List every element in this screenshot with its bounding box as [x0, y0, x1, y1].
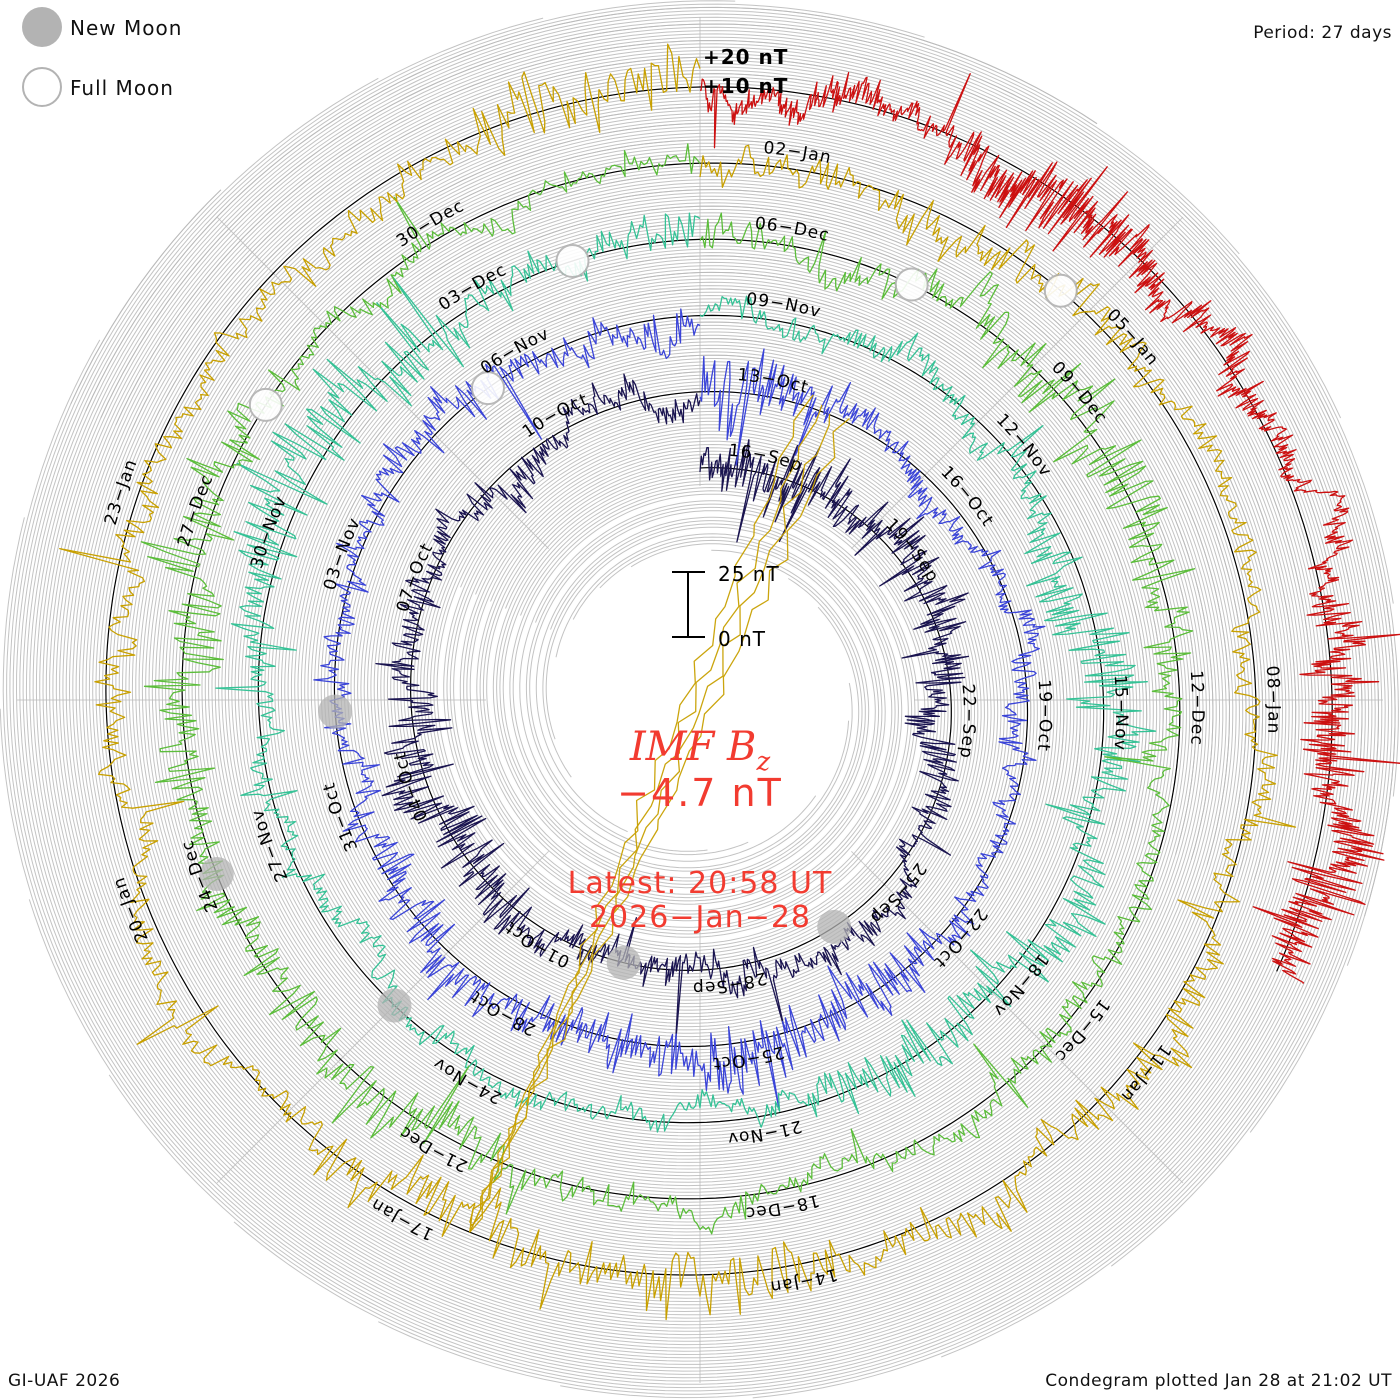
- footer-plotted: Condegram plotted Jan 28 at 21:02 UT: [1045, 1371, 1392, 1391]
- bz-trace-28-Jan: [700, 71, 1400, 984]
- footer-credit: GI-UAF 2026: [8, 1371, 120, 1391]
- new-moon-marker: [606, 945, 641, 980]
- grid-arc: [208, 189, 1231, 1173]
- grid-arc: [55, 36, 1383, 1399]
- grid-arc: [100, 23, 1396, 966]
- date-label: 25−Oct: [712, 1041, 786, 1073]
- grid-arc: [42, 23, 1396, 1339]
- legend-label-new-moon: New Moon: [70, 16, 182, 40]
- grid-arc: [241, 222, 1197, 1140]
- center-latest-date: 2026−Jan−28: [589, 900, 811, 935]
- period-label: Period: 27 days: [1253, 23, 1392, 43]
- grid-arc: [75, 56, 1363, 1306]
- grid-arc: [108, 89, 1330, 1273]
- grid-arc: [52, 33, 1386, 1358]
- legend-label-full-moon: Full Moon: [70, 76, 174, 100]
- new-moon-marker: [318, 694, 353, 729]
- grid-arc: [19, 0, 1343, 1362]
- new-moon-marker: [377, 988, 412, 1023]
- grid-arc: [49, 30, 1390, 1332]
- center-title-main: IMF B: [629, 724, 757, 770]
- legend: New Moon Full Moon: [22, 7, 182, 107]
- grid-arc: [9, 66, 1353, 1372]
- grid-arc: [70, 189, 222, 405]
- axis-label-20nt: +20 nT: [703, 45, 788, 69]
- baseline-spiral-02-Jan: [105, 86, 1257, 1276]
- grid-arc: [65, 46, 1373, 1392]
- grid-spoke: [850, 850, 1184, 1184]
- grid-arc: [357, 338, 1081, 1024]
- grid-arc: [68, 49, 1370, 1389]
- baseline-spiral-16-Sep: [410, 391, 952, 972]
- moon-markers: [199, 244, 1078, 1023]
- grid-arc: [28, 53, 1366, 1385]
- grid-arc: [158, 139, 1280, 1223]
- new-moon-marker: [199, 857, 234, 891]
- scale-bar: 25 nT 0 nT: [672, 562, 780, 651]
- baseline-spiral-06-Dec: [181, 162, 1181, 1200]
- storm-spike-ray: [469, 394, 814, 1233]
- date-label: 08−Jan: [1262, 665, 1284, 735]
- date-label: 12−Dec: [1186, 670, 1208, 747]
- date-label: 28−Sep: [692, 967, 769, 997]
- center-title-sub: z: [755, 747, 770, 777]
- center-value: −4.7 nT: [617, 771, 783, 815]
- center-latest-time: Latest: 20:58 UT: [568, 866, 833, 901]
- grid-arc: [45, 26, 1393, 1336]
- full-moon-marker: [248, 387, 283, 422]
- baseline-spirals: [105, 86, 1333, 1276]
- date-label: 22−Sep: [955, 683, 979, 760]
- grid-arc: [141, 122, 1297, 1240]
- grid-arc: [125, 106, 1313, 1256]
- bz-trace-06-Dec: [140, 143, 1196, 1235]
- baseline-spiral-09-Nov: [257, 238, 1105, 1124]
- date-label: 07−Oct: [393, 539, 437, 614]
- grid-arc: [290, 271, 1148, 1091]
- bz-traces: [59, 43, 1400, 1321]
- center-readout: IMF Bz −4.7 nT Latest: 20:58 UT 2026−Jan…: [568, 724, 833, 935]
- date-label: 19−Oct: [1033, 679, 1055, 753]
- grid-arc: [12, 69, 1350, 1369]
- date-label: 03−Nov: [320, 515, 365, 593]
- grid-arc: [15, 17, 1346, 1365]
- bz-trace-16-Sep: [375, 373, 970, 1044]
- scale-label-bottom: 0 nT: [718, 627, 766, 651]
- date-label: 27−Nov: [248, 807, 293, 885]
- baseline-spiral-28-Jan: [699, 86, 1333, 972]
- grid-arc: [307, 288, 1131, 1074]
- axis-label-10nt: +10 nT: [703, 74, 788, 98]
- grid-arc: [115, 39, 1380, 1399]
- bz-trace-09-Nov: [215, 212, 1157, 1133]
- grid-arc: [39, 20, 1399, 1342]
- storm-spike-ray: [469, 404, 823, 1233]
- grid-arc: [92, 73, 1346, 1289]
- grid-arc: [85, 6, 1098, 412]
- grid-arc: [22, 3, 1340, 1359]
- bz-trace-13-Oct: [313, 308, 1046, 1110]
- full-moon-marker: [894, 267, 929, 302]
- new-moon-icon: [22, 7, 62, 47]
- full-moon-marker: [1043, 273, 1078, 308]
- full-moon-icon: [22, 67, 62, 107]
- full-moon-marker: [555, 244, 590, 278]
- scale-label-top: 25 nT: [718, 562, 780, 586]
- full-moon-marker: [471, 371, 505, 406]
- grid-arc: [32, 13, 1342, 1349]
- storm-spike-ray: [469, 417, 850, 1233]
- grid-arc: [2, 59, 1360, 1379]
- grid-arc: [340, 321, 1098, 1041]
- grid-arc: [59, 39, 1380, 1322]
- grid-arc: [224, 205, 1214, 1157]
- date-label: 15−Nov: [1109, 674, 1131, 751]
- bz-trace-02-Jan: [59, 43, 1297, 1321]
- grid-arc: [191, 172, 1247, 1190]
- center-title: IMF Bz: [629, 724, 771, 777]
- grid-arc: [35, 16, 1394, 1346]
- grid-arc: [274, 255, 1164, 1107]
- new-moon-marker: [817, 909, 852, 944]
